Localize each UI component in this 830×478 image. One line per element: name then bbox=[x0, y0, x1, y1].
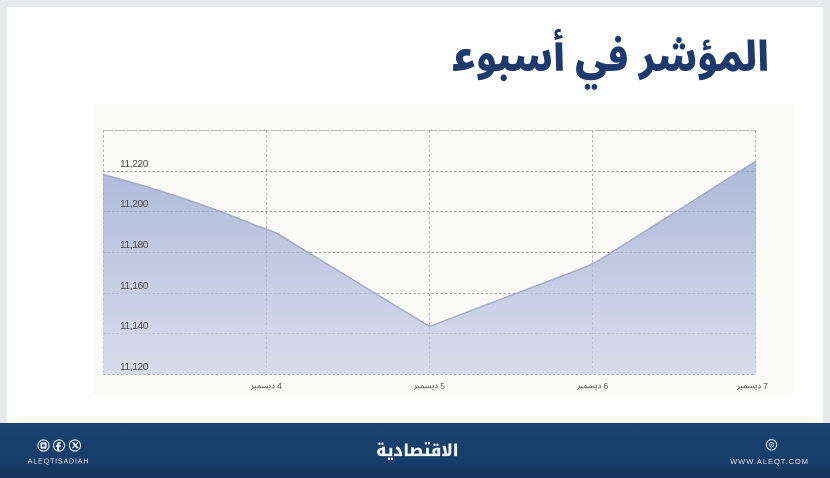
svg-text:11,180: 11,180 bbox=[120, 240, 149, 251]
svg-text:WWW.ALEQT.COM: WWW.ALEQT.COM bbox=[730, 457, 809, 466]
svg-text:5: 5 bbox=[440, 381, 445, 391]
svg-text:ALEQTISADIAH: ALEQTISADIAH bbox=[28, 457, 90, 466]
svg-text:11,200: 11,200 bbox=[120, 199, 149, 210]
svg-text:6: 6 bbox=[603, 381, 608, 391]
svg-text:4: 4 bbox=[277, 381, 282, 391]
svg-text:11,120: 11,120 bbox=[120, 362, 149, 373]
svg-text:11,220: 11,220 bbox=[120, 159, 149, 170]
svg-text:11,140: 11,140 bbox=[120, 321, 149, 332]
svg-text:7: 7 bbox=[763, 381, 768, 391]
svg-text:11,160: 11,160 bbox=[120, 281, 149, 292]
